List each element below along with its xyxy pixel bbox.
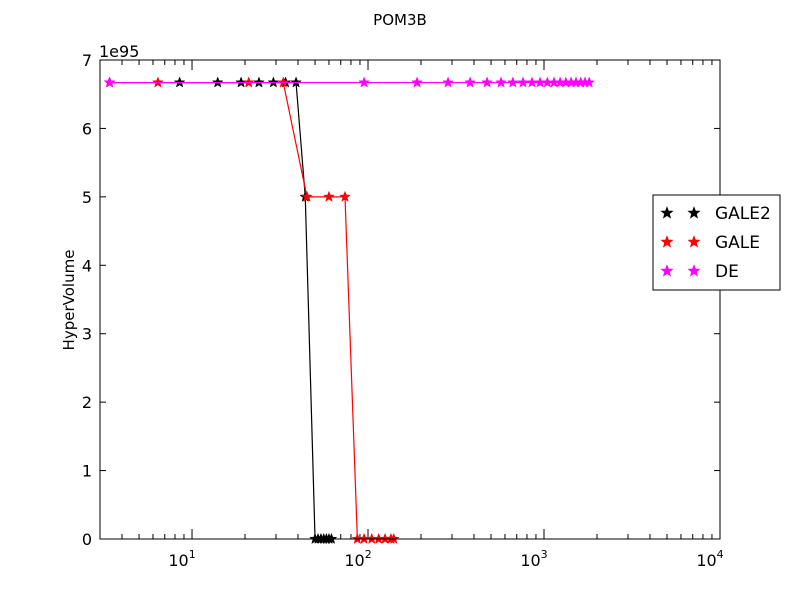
legend-box: [652, 194, 781, 291]
legend-marker-a-gale: [660, 235, 674, 248]
y-tick-label-3: 3: [82, 325, 92, 344]
series-line-gale2: [109, 81, 332, 540]
point-de-9: [526, 76, 538, 88]
point-de-8: [517, 76, 529, 88]
legend-marker-a-gale2: [660, 206, 674, 219]
legend-label-gale: GALE: [715, 233, 760, 253]
x-tick-label-3: 104: [696, 548, 723, 570]
axis-ticks: 0 1 2 3 4 5 6 7 101 102 103 104: [82, 51, 724, 570]
legend-marker-b-gale2: [687, 206, 701, 219]
y-tick-label-0: 0: [82, 530, 92, 549]
y-tick-label-7: 7: [82, 51, 92, 70]
x-tick-label-0: 101: [168, 548, 195, 570]
point-de-3: [442, 76, 454, 88]
chart-title: POM3B: [373, 11, 427, 29]
y-tick-label-4: 4: [82, 256, 92, 275]
y-tick-label-2: 2: [82, 393, 92, 412]
plot-area-frame: [99, 59, 721, 540]
x-tick-label-1: 102: [344, 548, 371, 570]
point-de-2: [411, 76, 423, 88]
legend-marker-b-gale: [687, 235, 701, 248]
legend-marker-b-de: [687, 264, 701, 277]
y-axis-label: HyperVolume: [60, 250, 78, 351]
point-gale-5: [323, 190, 335, 202]
y-axis-multiplier: 1e95: [99, 42, 139, 61]
legend-label-gale2: GALE2: [715, 204, 771, 224]
point-de-19: [583, 76, 596, 88]
point-de-6: [495, 76, 507, 88]
point-de-0: [103, 76, 116, 88]
y-tick-label-5: 5: [82, 188, 92, 207]
point-de-1: [358, 76, 371, 88]
point-gale-13: [387, 532, 400, 545]
y-tick-label-1: 1: [82, 462, 92, 481]
point-de-4: [464, 76, 476, 88]
legend-marker-a-de: [660, 264, 674, 277]
series-line-gale: [109, 81, 394, 540]
point-gale2-15: [325, 532, 338, 545]
y-tick-label-6: 6: [82, 119, 92, 138]
point-gale-4: [301, 190, 313, 202]
point-gale-6: [339, 190, 351, 202]
point-de-7: [506, 76, 519, 88]
x-tick-label-2: 103: [520, 548, 547, 570]
point-de-5: [481, 76, 494, 88]
legend: GALE2 GALE DE: [652, 194, 781, 291]
legend-label-de: DE: [715, 262, 739, 282]
plot-series: [103, 76, 596, 545]
